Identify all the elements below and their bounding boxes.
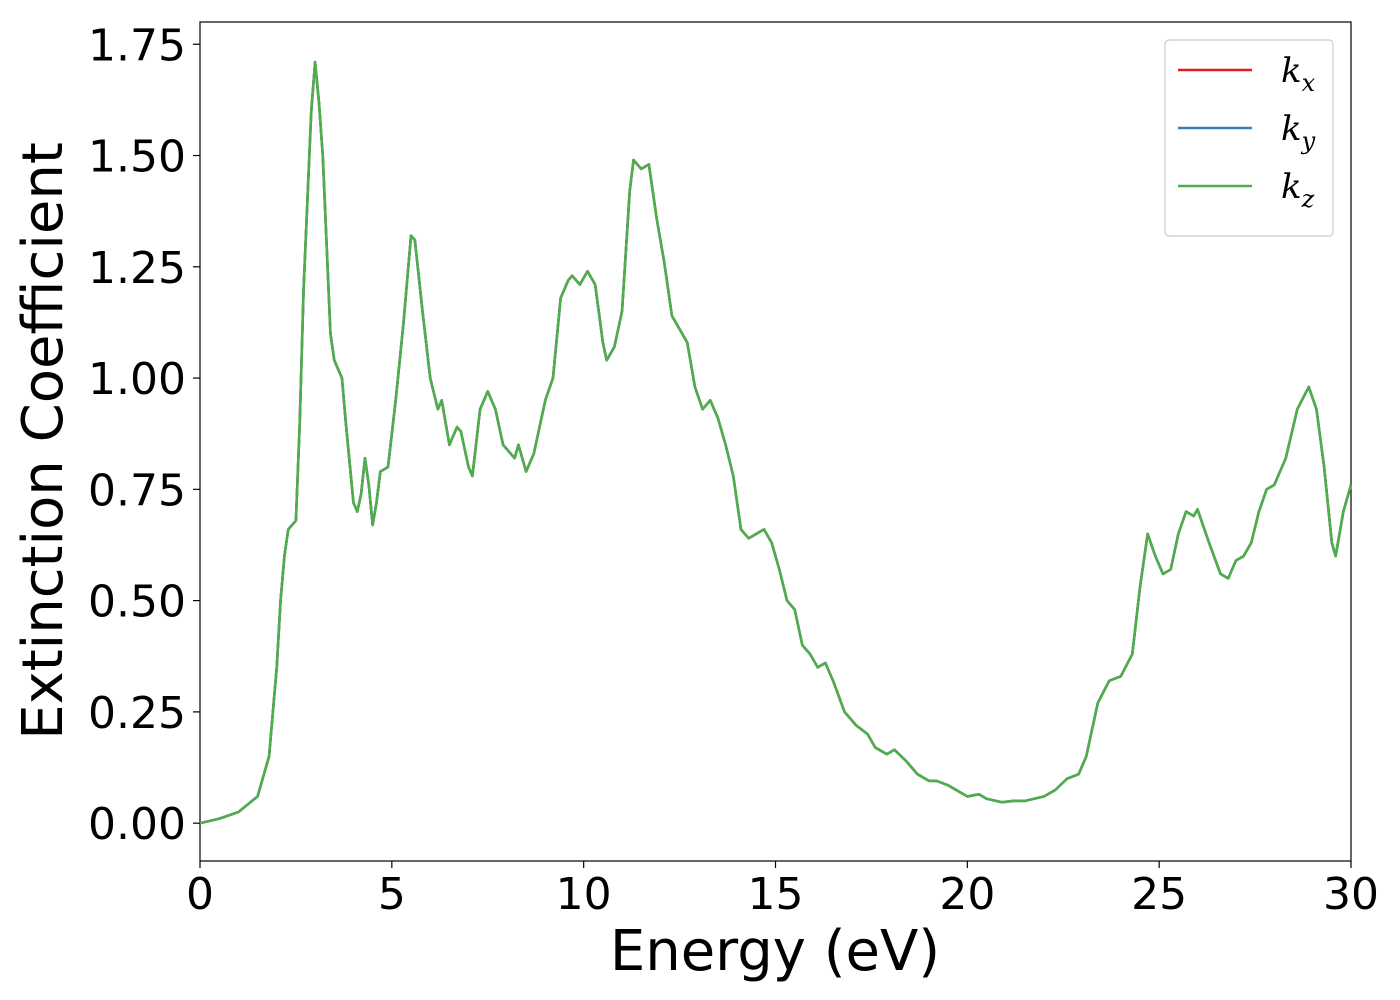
y-tick-label: 1.50 — [88, 132, 186, 183]
legend-label: ky — [1281, 109, 1316, 155]
x-axis-label: Energy (eV) — [610, 919, 940, 984]
x-tick-label: 15 — [748, 869, 804, 920]
x-tick-label: 25 — [1131, 869, 1187, 920]
legend-label: kx — [1281, 51, 1316, 97]
x-tick-label: 10 — [556, 869, 612, 920]
y-tick-label: 0.75 — [88, 465, 186, 516]
series-line — [199, 60, 1353, 825]
y-tick-label: 0.00 — [88, 799, 186, 850]
y-tick-label: 1.75 — [88, 20, 186, 71]
x-tick-label: 0 — [186, 869, 214, 920]
x-tick-label: 30 — [1323, 869, 1379, 920]
x-tick-label: 5 — [378, 869, 406, 920]
y-tick-label: 0.25 — [88, 688, 186, 739]
y-tick-label: 1.00 — [88, 354, 186, 405]
x-tick-label: 20 — [939, 869, 995, 920]
legend-label: kz — [1281, 167, 1315, 213]
y-tick-label: 0.50 — [88, 577, 186, 628]
y-tick-label: 1.25 — [88, 243, 186, 294]
y-axis-label: Extinction Coefficient — [11, 142, 76, 740]
